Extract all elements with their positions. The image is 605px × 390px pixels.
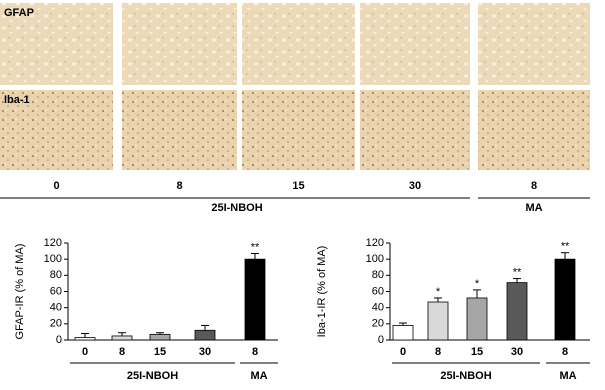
- y-tick-label: 100: [44, 253, 62, 265]
- micrograph: [0, 3, 113, 85]
- y-tick-label: 40: [50, 302, 62, 314]
- micrographs: GFAP Iba-1 0 8 15 30 8 25I-NBOH MA: [0, 3, 590, 214]
- y-tick-label: 20: [50, 318, 62, 330]
- y-tick-label: 0: [378, 334, 384, 346]
- significance-label: *: [436, 286, 441, 298]
- group-label: 25I-NBOH: [127, 370, 178, 382]
- bar: [554, 258, 576, 341]
- group-label: MA: [250, 370, 267, 382]
- bar: [427, 301, 449, 341]
- micrograph: [478, 90, 590, 170]
- micrograph: [122, 3, 237, 85]
- bar: [74, 337, 96, 341]
- dose-label: 8: [176, 180, 182, 192]
- y-tick-label: 60: [50, 285, 62, 297]
- x-tick-label: 8: [435, 346, 441, 358]
- bar: [506, 282, 528, 341]
- x-tick-label: 0: [82, 346, 88, 358]
- y-tick-label: 80: [50, 269, 62, 281]
- row-label: Iba-1: [4, 94, 30, 106]
- dose-label: 8: [531, 180, 537, 192]
- micrograph: [0, 90, 113, 170]
- group-label: 25I-NBOH: [211, 202, 262, 214]
- dose-label: 30: [409, 180, 421, 192]
- dose-label: 0: [53, 180, 59, 192]
- x-tick-label: 8: [252, 346, 258, 358]
- significance-label: *: [475, 278, 480, 290]
- group-label: MA: [559, 370, 576, 382]
- x-tick-label: 30: [199, 346, 211, 358]
- bar: [111, 335, 133, 341]
- significance-label: **: [251, 241, 260, 253]
- y-axis-label: Iba-1-IR (% of MA): [316, 246, 328, 338]
- x-tick-label: 0: [400, 346, 406, 358]
- x-tick-label: 30: [511, 346, 523, 358]
- micrograph: [122, 90, 237, 170]
- y-tick-label: 40: [372, 302, 384, 314]
- y-tick-label: 80: [372, 269, 384, 281]
- bar: [244, 258, 266, 341]
- group-label: 25I-NBOH: [440, 370, 491, 382]
- y-axis-label: GFAP-IR (% of MA): [14, 244, 26, 340]
- significance-label: **: [513, 266, 522, 278]
- y-tick-label: 0: [56, 334, 62, 346]
- y-tick-label: 20: [372, 318, 384, 330]
- significance-label: **: [561, 241, 570, 253]
- micrograph: [360, 3, 470, 85]
- y-tick-label: 100: [366, 253, 384, 265]
- micrograph: [242, 90, 355, 170]
- bar: [466, 297, 488, 341]
- x-tick-label: 15: [154, 346, 166, 358]
- bar: [194, 329, 216, 341]
- micrograph: [478, 3, 590, 85]
- x-tick-label: 15: [471, 346, 483, 358]
- bar: [392, 325, 414, 341]
- y-tick-label: 120: [44, 237, 62, 249]
- group-label: MA: [525, 202, 542, 214]
- x-tick-label: 8: [562, 346, 568, 358]
- bar: [149, 333, 171, 341]
- dose-label: 15: [292, 180, 304, 192]
- micrograph: [242, 3, 355, 85]
- y-tick-label: 60: [372, 285, 384, 297]
- row-label: GFAP: [4, 7, 34, 19]
- micrograph: [360, 90, 470, 170]
- y-tick-label: 120: [366, 237, 384, 249]
- x-tick-label: 8: [119, 346, 125, 358]
